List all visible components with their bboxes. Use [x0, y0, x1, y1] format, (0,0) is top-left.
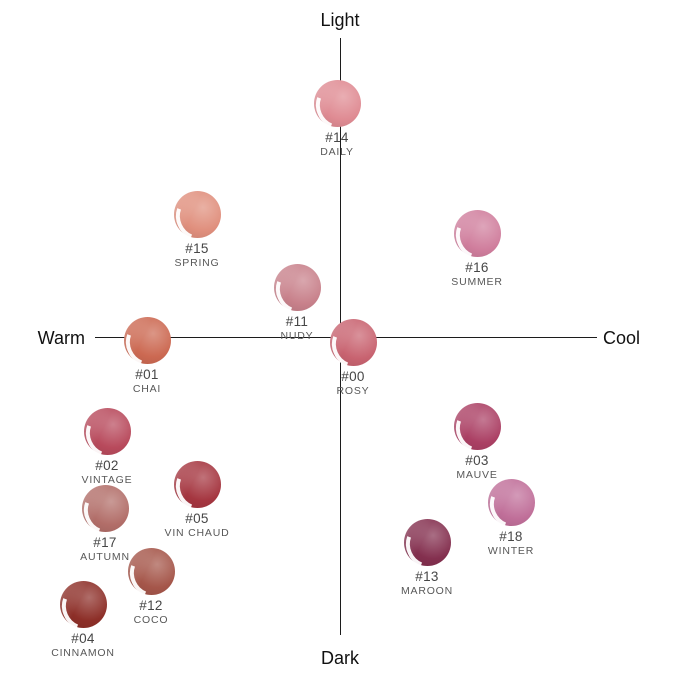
highlight-crescent — [54, 577, 113, 637]
shade-name-label: MAUVE — [456, 469, 498, 481]
shade-id-label: #02 — [95, 458, 119, 473]
shade-id-label: #18 — [499, 529, 523, 544]
shade-name-label: MAROON — [400, 585, 454, 597]
shade-name-label: NUDY — [280, 330, 314, 342]
highlight-crescent — [398, 515, 457, 575]
shade-name-label: SPRING — [174, 257, 220, 269]
shade-circle-chai — [118, 313, 177, 373]
shade-circle-nudy — [268, 260, 327, 320]
shade-id-label: #17 — [93, 535, 117, 550]
shade-name-label: AUTUMN — [80, 551, 130, 563]
shade-circle-mauve — [448, 399, 507, 459]
highlight-crescent — [308, 76, 367, 136]
shade-circle-spring — [168, 187, 227, 247]
shade-circle-vin-chaud — [168, 457, 227, 517]
axis-label-cool: Cool — [603, 328, 641, 348]
highlight-crescent — [448, 206, 507, 266]
axis-label-warm: Warm — [37, 328, 85, 348]
shade-circle-autumn — [76, 481, 135, 541]
shade-id-label: #15 — [185, 241, 209, 256]
shade-id-label: #16 — [465, 260, 489, 275]
highlight-crescent — [482, 475, 541, 535]
shade-id-label: #14 — [325, 130, 349, 145]
shade-name-label: CINNAMON — [51, 647, 115, 659]
shade-name-label: COCO — [133, 614, 169, 626]
shade-id-label: #05 — [185, 511, 209, 526]
shade-circle-vintage — [78, 404, 137, 464]
axis-label-light: Light — [320, 10, 360, 30]
shade-name-label: CHAI — [132, 383, 162, 395]
shade-name-label: VINTAGE — [81, 474, 133, 486]
highlight-crescent — [118, 313, 177, 373]
highlight-crescent — [76, 481, 135, 541]
shade-name-label: VIN CHAUD — [164, 527, 230, 539]
shade-id-label: #03 — [465, 453, 489, 468]
axis-label-dark: Dark — [320, 648, 360, 668]
highlight-crescent — [448, 399, 507, 459]
shade-circle-winter — [482, 475, 541, 535]
shade-id-label: #00 — [341, 369, 365, 384]
highlight-crescent — [168, 457, 227, 517]
highlight-crescent — [268, 260, 327, 320]
shade-name-label: SUMMER — [451, 276, 503, 288]
shade-id-label: #12 — [139, 598, 163, 613]
shade-name-label: ROSY — [336, 385, 370, 397]
shade-circle-maroon — [398, 515, 457, 575]
shade-name-label: WINTER — [487, 545, 535, 557]
highlight-crescent — [78, 404, 137, 464]
shade-id-label: #04 — [71, 631, 95, 646]
shade-id-label: #11 — [285, 314, 309, 329]
shade-circle-summer — [448, 206, 507, 266]
highlight-crescent — [168, 187, 227, 247]
shade-circle-rosy — [324, 315, 383, 375]
shade-id-label: #13 — [415, 569, 439, 584]
shade-circle-daily — [308, 76, 367, 136]
shade-circle-coco — [122, 544, 181, 604]
shade-circle-cinnamon — [54, 577, 113, 637]
shade-id-label: #01 — [135, 367, 159, 382]
shade-name-label: DAILY — [320, 146, 354, 158]
